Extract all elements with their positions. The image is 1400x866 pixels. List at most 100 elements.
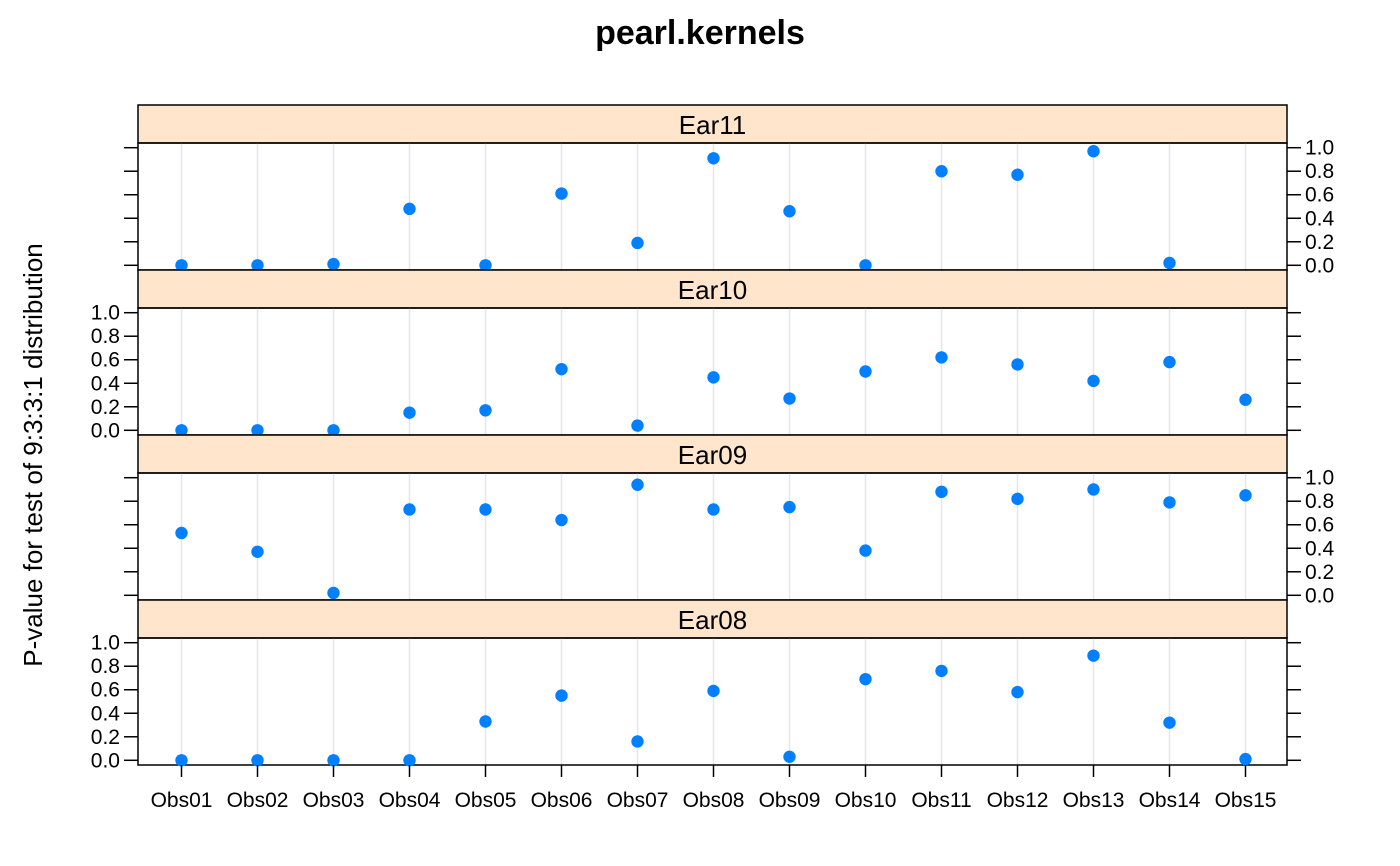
x-tick-label: Obs07 bbox=[607, 789, 669, 812]
data-point bbox=[1239, 489, 1252, 502]
y-tick-label: 0.6 bbox=[91, 349, 120, 372]
data-point bbox=[251, 754, 264, 767]
panel-frame bbox=[137, 472, 1288, 601]
data-point bbox=[783, 500, 796, 514]
data-point bbox=[327, 586, 340, 600]
data-point bbox=[631, 419, 644, 432]
panel-ear09: Ear09 0.00.20.40.60.81.0 bbox=[124, 434, 1335, 607]
data-point bbox=[175, 526, 188, 540]
chart-title: pearl.kernels bbox=[595, 14, 805, 52]
x-tick-label: Obs06 bbox=[531, 789, 593, 812]
data-point bbox=[859, 544, 872, 557]
x-tick-label: Obs08 bbox=[683, 789, 745, 812]
strip-label-ear09: Ear09 bbox=[678, 440, 747, 470]
data-point bbox=[327, 257, 340, 271]
data-point bbox=[479, 715, 492, 728]
strip-ear11 bbox=[137, 104, 1288, 144]
y-tick-label: 0.2 bbox=[1305, 561, 1334, 584]
x-axis: Obs01 Obs02 Obs03 Obs04 Obs05 Obs06 Obs07 Obs08… bbox=[151, 765, 1277, 812]
data-point bbox=[251, 545, 264, 558]
x-tick-label: Obs13 bbox=[1063, 789, 1125, 812]
panel-ear08: Ear08 0.00.20.40.60.81.0 bbox=[91, 599, 1301, 772]
y-tick-label: 0.6 bbox=[91, 679, 120, 702]
data-point bbox=[1087, 483, 1100, 496]
data-point bbox=[479, 503, 492, 516]
y-tick-label: 0.0 bbox=[91, 749, 120, 772]
y-tick-label: 0.4 bbox=[1305, 537, 1335, 560]
y-tick-label: 0.2 bbox=[1305, 231, 1334, 254]
x-tick-label: Obs12 bbox=[987, 789, 1049, 812]
data-point bbox=[403, 202, 416, 216]
y-tick-label: 0.0 bbox=[91, 419, 120, 442]
panel-ear11: Ear11 0.00.20.40.60.81.0 bbox=[124, 104, 1335, 277]
data-point bbox=[555, 187, 568, 200]
data-point bbox=[859, 259, 872, 272]
data-point bbox=[251, 424, 264, 437]
data-point bbox=[403, 503, 416, 516]
data-point bbox=[935, 351, 948, 364]
x-tick-label: Obs15 bbox=[1215, 789, 1277, 812]
data-point bbox=[707, 152, 720, 165]
data-point bbox=[707, 371, 720, 384]
y-tick-label: 0.8 bbox=[1305, 160, 1334, 183]
y-tick-label: 0.4 bbox=[1305, 207, 1335, 230]
panel-ear10: Ear10 0.00.20.40.60.81.0 bbox=[91, 269, 1301, 442]
y-tick-label: 0.6 bbox=[1305, 184, 1334, 207]
strip-label-ear08: Ear08 bbox=[678, 605, 747, 635]
data-point bbox=[1087, 649, 1100, 662]
panels-group: Ear110.00.20.40.60.81.0Ear100.00.20.40.6… bbox=[91, 104, 1335, 772]
x-tick-label: Obs05 bbox=[455, 789, 517, 812]
strip-label-ear10: Ear10 bbox=[678, 275, 747, 305]
data-point bbox=[935, 664, 948, 678]
y-tick-label: 0.2 bbox=[91, 726, 120, 749]
x-tick-label: Obs09 bbox=[759, 789, 821, 812]
data-point bbox=[1011, 685, 1024, 699]
data-point bbox=[175, 424, 188, 437]
data-point bbox=[175, 754, 188, 767]
data-point bbox=[631, 478, 644, 491]
y-tick-label: 1.0 bbox=[1305, 467, 1334, 490]
data-point bbox=[935, 485, 948, 499]
data-point bbox=[783, 205, 796, 218]
x-tick-label: Obs03 bbox=[303, 789, 365, 812]
y-tick-label: 0.4 bbox=[91, 702, 121, 725]
data-point bbox=[783, 392, 796, 405]
y-tick-label: 0.0 bbox=[1305, 584, 1334, 607]
y-tick-label: 0.4 bbox=[91, 372, 121, 395]
data-point bbox=[403, 754, 416, 767]
y-tick-label: 1.0 bbox=[1305, 137, 1334, 160]
data-point bbox=[859, 365, 872, 378]
data-point bbox=[1239, 393, 1252, 406]
panel-frame bbox=[137, 637, 1288, 766]
data-point bbox=[555, 362, 568, 376]
data-point bbox=[1163, 496, 1176, 509]
strip-ear09 bbox=[137, 434, 1288, 474]
y-tick-label: 1.0 bbox=[91, 302, 120, 325]
data-point bbox=[1087, 145, 1100, 158]
data-point bbox=[479, 404, 492, 417]
y-tick-label: 0.8 bbox=[91, 325, 120, 348]
x-tick-label: Obs04 bbox=[379, 789, 441, 812]
data-point bbox=[251, 259, 264, 272]
data-point bbox=[1087, 374, 1100, 388]
strip-ear10 bbox=[137, 269, 1288, 309]
data-point bbox=[707, 503, 720, 516]
y-axis-label: P-value for test of 9:3:3:1 distribution bbox=[18, 243, 48, 666]
y-tick-label: 0.6 bbox=[1305, 514, 1334, 537]
y-tick-label: 0.0 bbox=[1305, 254, 1334, 277]
data-point bbox=[935, 165, 948, 178]
data-point bbox=[707, 684, 720, 698]
x-tick-label: Obs10 bbox=[835, 789, 897, 812]
strip-ear08 bbox=[137, 599, 1288, 639]
data-point bbox=[1163, 355, 1176, 369]
x-tick-label: Obs02 bbox=[227, 789, 289, 812]
data-point bbox=[175, 259, 188, 272]
y-tick-label: 0.8 bbox=[91, 655, 120, 678]
data-point bbox=[403, 406, 416, 419]
data-point bbox=[479, 259, 492, 272]
data-point bbox=[631, 735, 644, 748]
data-point bbox=[555, 689, 568, 702]
data-point bbox=[1011, 168, 1024, 181]
data-point bbox=[327, 754, 340, 767]
